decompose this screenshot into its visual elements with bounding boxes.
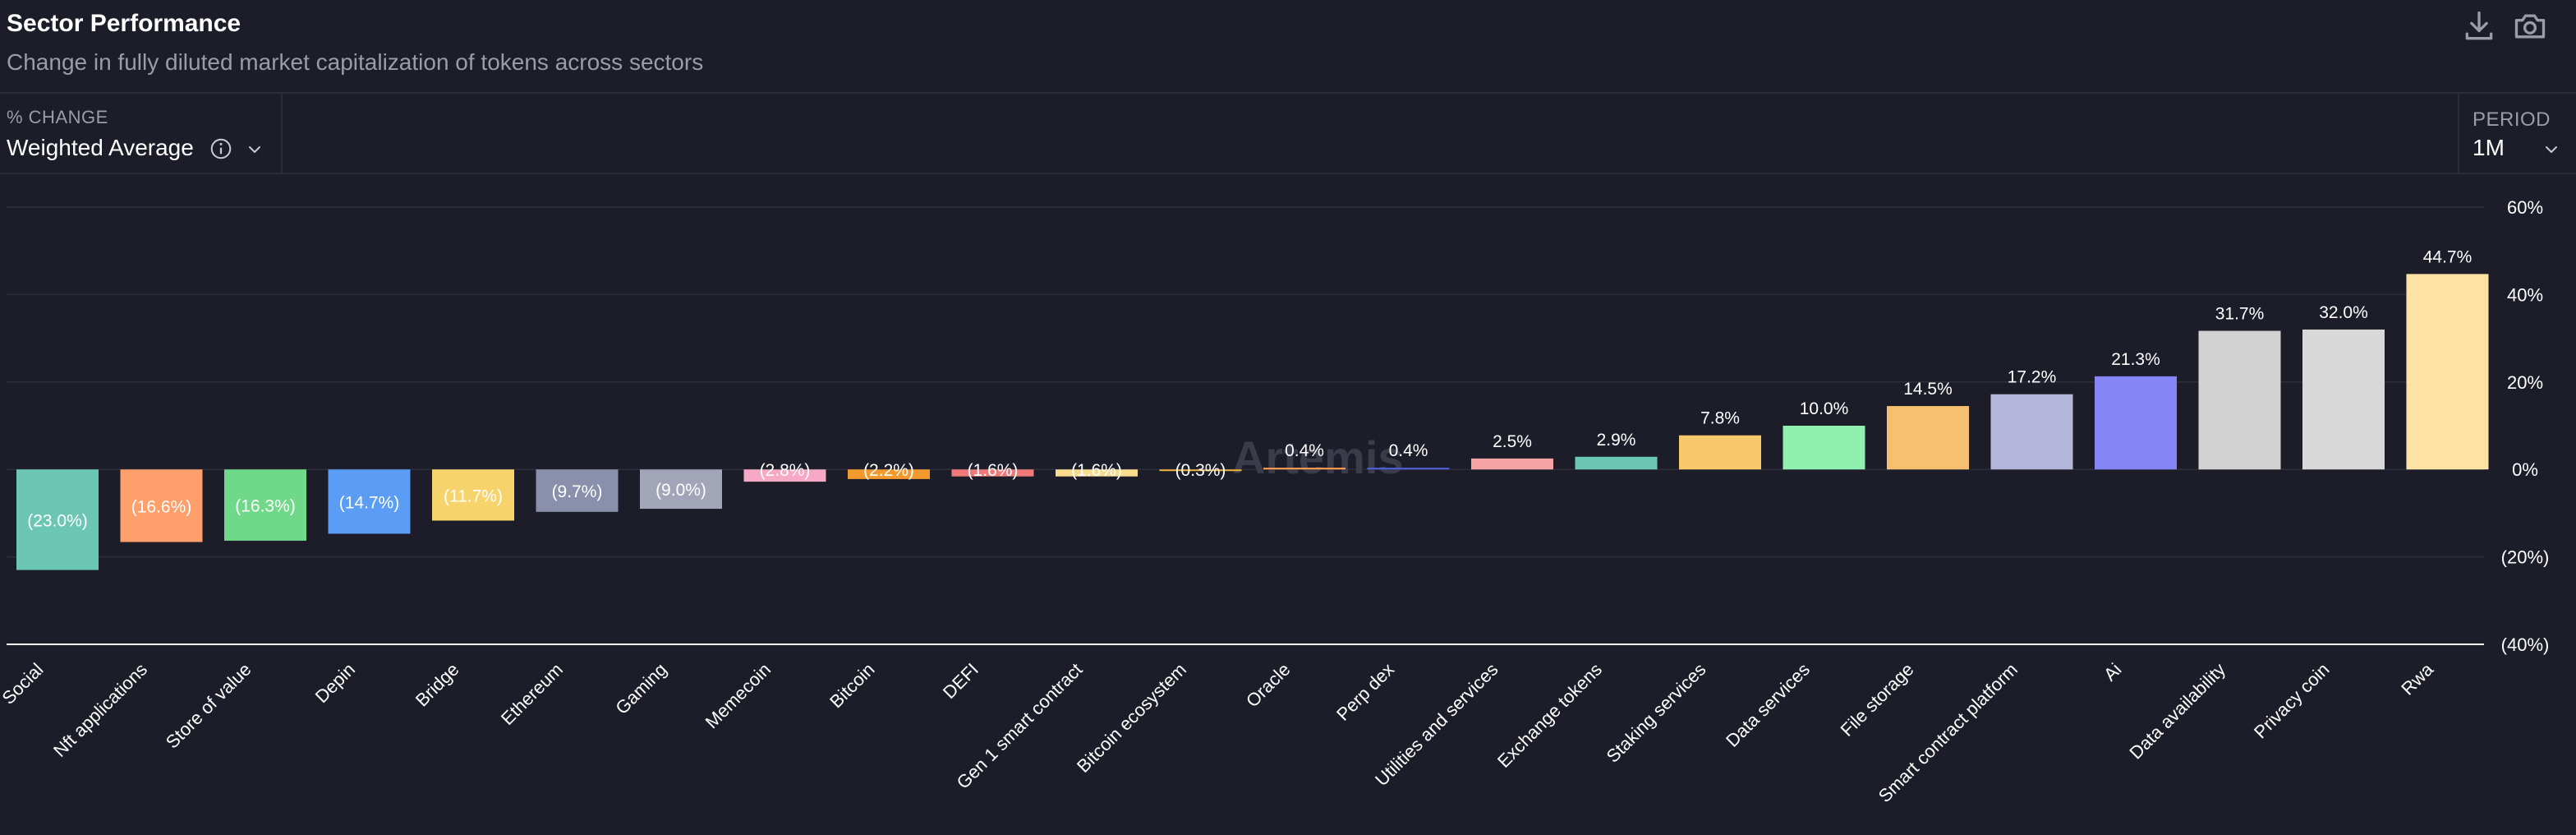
data-labels-layer: (23.0%) (16.6%) (16.3%) (14.7%) (11.7%) (9.7%… (27, 247, 2472, 530)
bar[interactable] (743, 469, 826, 482)
bar[interactable] (848, 469, 930, 479)
watermark: Artemis (1232, 431, 1404, 483)
bar-data-label: 17.2% (2008, 368, 2057, 387)
bar-data-label: (2.8%) (760, 461, 811, 480)
x-category-label: Store of value (162, 659, 255, 753)
bar[interactable] (2198, 330, 2281, 470)
x-category-label: Ai (2100, 659, 2126, 685)
bar-data-label: (0.3%) (1175, 461, 1226, 480)
bar[interactable] (2302, 329, 2385, 470)
bar-data-label: 2.9% (1597, 431, 1636, 450)
period-chevron-down-icon[interactable] (2542, 140, 2561, 159)
bar[interactable] (120, 469, 203, 542)
x-category-label: Bitcoin (826, 659, 878, 712)
x-category-label: Nft applications (49, 659, 151, 761)
bar-data-label: 0.4% (1389, 441, 1428, 460)
bar-data-label: (1.6%) (1071, 461, 1122, 480)
bar-data-label: (9.0%) (656, 481, 706, 500)
y-tick-label: 0% (2512, 459, 2538, 480)
bar-data-label: 44.7% (2423, 247, 2472, 266)
bar-data-label: 14.5% (1903, 380, 1953, 399)
y-tick-label: 40% (2507, 284, 2543, 305)
camera-icon[interactable] (2512, 8, 2548, 44)
bar-data-label: 0.4% (1285, 441, 1324, 460)
change-selector[interactable]: % CHANGE Weighted Average (0, 94, 283, 173)
x-category-label: Social (0, 659, 48, 708)
bar[interactable] (1887, 406, 1969, 470)
y-axis: 60% 40% 20% 0% (20%) (40%) (2501, 197, 2550, 655)
bar[interactable] (1471, 458, 1553, 470)
bar-data-label: (11.7%) (444, 487, 503, 505)
bar[interactable] (1367, 468, 1450, 470)
bar[interactable] (1679, 435, 1761, 470)
y-tick-label: (40%) (2501, 634, 2550, 655)
x-category-label: Oracle (1242, 659, 1294, 711)
bar[interactable] (1056, 469, 1138, 477)
x-category-label: Staking services (1603, 659, 1710, 767)
bar[interactable] (2406, 274, 2489, 470)
x-category-label: DEFI (939, 659, 982, 703)
x-category-label: Privacy coin (2250, 659, 2334, 743)
bar[interactable] (328, 469, 411, 534)
sector-bar-chart: Artemis (23.0%) (16.6%) (16.3%) (14.7%) (11.… (0, 197, 2550, 806)
bar-data-label: (14.7%) (339, 493, 400, 512)
bar-data-label: (23.0%) (27, 511, 88, 530)
bar-data-label: 7.8% (1700, 409, 1740, 428)
bar[interactable] (224, 469, 306, 541)
change-value[interactable]: Weighted Average (7, 135, 194, 160)
bar[interactable] (951, 469, 1034, 477)
y-tick-label: (20%) (2501, 547, 2550, 568)
x-category-label: Bridge (412, 659, 463, 711)
x-category-label: File storage (1837, 659, 1918, 740)
x-category-label: Depin (311, 659, 359, 707)
x-category-label: Exchange tokens (1493, 659, 1606, 772)
bar[interactable] (1263, 468, 1346, 470)
x-category-label: Data services (1722, 659, 1814, 751)
bar[interactable] (1782, 426, 1865, 470)
bar[interactable] (16, 469, 99, 570)
bar-data-label: (1.6%) (968, 461, 1019, 480)
bar-data-label: 31.7% (2215, 305, 2265, 324)
period-selector[interactable]: PERIOD 1M (2458, 94, 2576, 173)
x-category-label: Perp dex (1332, 659, 1398, 725)
x-axis: Social Nft applications Store of value Depi… (0, 658, 2438, 806)
bars-layer (16, 274, 2489, 570)
bar-data-label: 32.0% (2319, 303, 2368, 322)
period-value[interactable]: 1M (2472, 135, 2505, 160)
bar[interactable] (2095, 376, 2177, 470)
bar[interactable] (432, 469, 514, 521)
page-title: Sector Performance (7, 10, 242, 37)
bar-data-label: 10.0% (1800, 399, 1849, 418)
bar-data-label: 21.3% (2111, 350, 2160, 369)
period-label: PERIOD (2472, 108, 2551, 131)
change-label: % CHANGE (7, 107, 108, 127)
bar[interactable] (1159, 469, 1242, 472)
chart-controls: % CHANGE Weighted Average PERIOD 1M (0, 92, 2576, 174)
page-subtitle: Change in fully diluted market capitaliz… (7, 49, 704, 75)
x-category-label: Data availability (2125, 659, 2229, 763)
chart-header: Sector Performance Change in fully dilut… (0, 0, 2576, 90)
download-icon[interactable] (2461, 8, 2497, 44)
x-category-label: Memecoin (702, 659, 775, 732)
bar[interactable] (640, 469, 722, 510)
bar-data-label: (16.3%) (235, 497, 296, 516)
bar[interactable] (1990, 394, 2073, 470)
x-category-label: Ethereum (497, 659, 567, 729)
bar-data-label: (16.6%) (131, 497, 192, 516)
info-icon[interactable] (209, 136, 233, 161)
y-tick-label: 60% (2507, 197, 2543, 218)
y-tick-label: 20% (2507, 372, 2543, 393)
bar-data-label: (9.7%) (552, 482, 603, 501)
x-category-label: Gaming (611, 659, 670, 718)
x-category-label: Rwa (2397, 658, 2437, 699)
bar-data-label: (2.2%) (863, 461, 914, 480)
chevron-down-icon[interactable] (245, 140, 264, 159)
x-category-label: Bitcoin ecosystem (1073, 659, 1190, 777)
bar[interactable] (536, 469, 619, 512)
bar[interactable] (1575, 456, 1658, 470)
bar-data-label: 2.5% (1493, 432, 1532, 451)
